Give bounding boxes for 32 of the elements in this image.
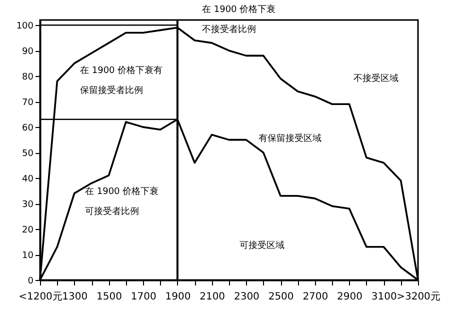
x-tick-label: 1900 — [165, 292, 191, 302]
x-tick-label: 2300 — [234, 292, 260, 302]
x-tick-label: 2100 — [200, 292, 226, 302]
x-tick-label: 1300 — [62, 292, 88, 302]
annotation: 不接受区域 — [354, 73, 398, 84]
y-tick-label: 100 — [16, 22, 34, 32]
x-tick-label: 1500 — [96, 292, 122, 302]
y-tick-label: 10 — [22, 251, 34, 262]
x-tick-label: 2900 — [337, 292, 362, 302]
x-tick-label: >3200元 — [396, 292, 440, 302]
y-tick-label: 60 — [22, 124, 34, 134]
annotation: 可接受者比例 — [85, 206, 139, 217]
y-tick-label: 90 — [22, 47, 34, 58]
y-tick-label: 20 — [22, 226, 34, 236]
x-tick-label: 3100 — [371, 292, 397, 302]
x-tick-label: 1700 — [130, 292, 156, 302]
x-tick-label: <1200元 — [18, 292, 62, 302]
annotation: 可接受区域 — [240, 240, 284, 251]
x-tick-label: 2500 — [268, 292, 294, 302]
y-tick-label: 40 — [22, 174, 34, 185]
text: 在 1900 价格下衰 — [202, 4, 276, 15]
x-tick-label: 2700 — [302, 292, 328, 302]
annotation: 有保留接受区域 — [258, 133, 322, 144]
annotation: 不接受者比例 — [202, 24, 256, 35]
annotation: 在 1900 价格下衰 — [85, 186, 159, 197]
annotation: 保留接受者比例 — [80, 85, 143, 96]
annotation: 在 1900 价格下衰有 — [80, 65, 163, 76]
y-tick-label: 70 — [22, 98, 34, 108]
y-tick-label: 30 — [22, 200, 34, 210]
y-tick-label: 50 — [22, 149, 34, 160]
y-tick-label: 0 — [28, 276, 34, 286]
y-tick-label: 80 — [22, 72, 34, 83]
